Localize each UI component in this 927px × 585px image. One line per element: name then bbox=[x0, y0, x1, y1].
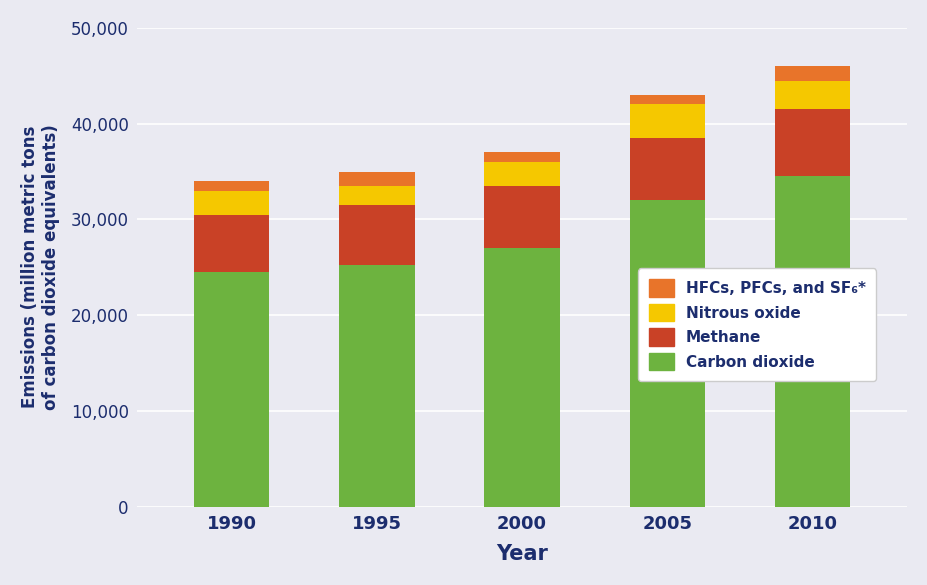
Bar bbox=[338, 205, 414, 266]
Bar bbox=[338, 186, 414, 205]
Bar bbox=[774, 109, 849, 176]
Bar bbox=[774, 176, 849, 507]
Bar bbox=[484, 186, 559, 248]
X-axis label: Year: Year bbox=[496, 544, 548, 564]
Bar bbox=[629, 200, 705, 507]
Bar bbox=[774, 81, 849, 109]
Bar bbox=[484, 162, 559, 186]
Y-axis label: Emissions (million metric tons
of carbon dioxide equivalents): Emissions (million metric tons of carbon… bbox=[20, 125, 59, 410]
Bar bbox=[338, 171, 414, 186]
Bar bbox=[484, 248, 559, 507]
Bar bbox=[194, 272, 269, 507]
Bar bbox=[629, 95, 705, 105]
Bar bbox=[774, 66, 849, 81]
Bar bbox=[194, 191, 269, 215]
Legend: HFCs, PFCs, and SF₆*, Nitrous oxide, Methane, Carbon dioxide: HFCs, PFCs, and SF₆*, Nitrous oxide, Met… bbox=[638, 269, 875, 381]
Bar bbox=[629, 138, 705, 200]
Bar bbox=[194, 181, 269, 191]
Bar bbox=[629, 105, 705, 138]
Bar bbox=[194, 215, 269, 272]
Bar bbox=[338, 266, 414, 507]
Bar bbox=[484, 152, 559, 162]
